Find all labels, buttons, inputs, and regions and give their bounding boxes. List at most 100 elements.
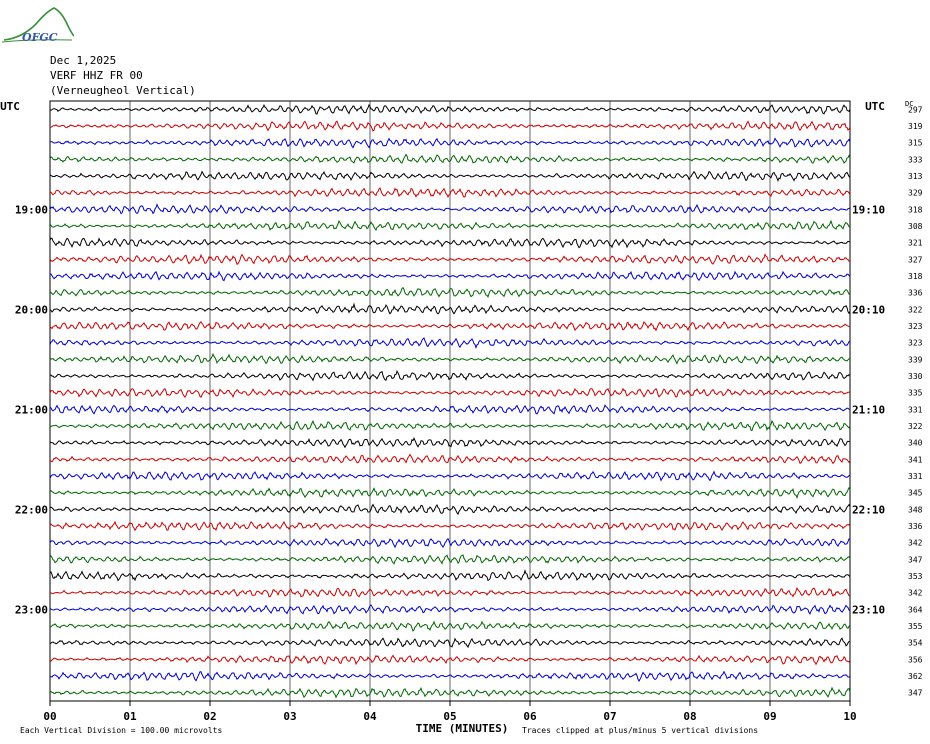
seismic-trace (49, 470, 851, 482)
dc-offset-label: 313 (908, 172, 923, 181)
dc-offset-label: 339 (908, 355, 923, 364)
left-hour-label: 20:00 (15, 303, 48, 316)
left-hour-label: 23:00 (15, 603, 48, 616)
dc-offset-label: 331 (908, 472, 923, 481)
x-tick-label: 10 (843, 710, 856, 723)
left-hour-label: 21:00 (15, 403, 48, 416)
seismic-trace (49, 587, 851, 598)
seismic-trace (49, 387, 851, 399)
seismic-trace (49, 604, 851, 615)
dc-header-label: DC (905, 100, 913, 108)
right-hour-label: 19:10 (852, 203, 885, 216)
dc-offset-label: 318 (908, 272, 923, 281)
left-hour-label: 22:00 (15, 503, 48, 516)
dc-offset-label: 347 (908, 689, 923, 698)
x-tick-label: 02 (203, 710, 216, 723)
x-tick-label: 06 (523, 710, 537, 723)
seismic-trace (49, 337, 851, 350)
seismic-trace (49, 137, 851, 149)
ofgc-logo: OFGC (1, 4, 75, 46)
x-tick-label: 08 (683, 710, 696, 723)
logo-text: OFGC (22, 31, 58, 44)
seismic-trace (49, 520, 851, 532)
seismic-trace (49, 486, 851, 500)
seismic-trace (49, 637, 851, 649)
dc-offset-label: 336 (908, 522, 923, 531)
seismic-trace (49, 203, 851, 215)
dc-offset-label: 342 (908, 539, 923, 548)
left-hour-label: 19:00 (15, 203, 48, 216)
right-hour-label: 22:10 (852, 503, 885, 516)
dc-offset-label: 308 (908, 222, 923, 231)
seismic-trace (49, 436, 851, 449)
dc-offset-label: 318 (908, 205, 923, 214)
dc-offset-label: 341 (908, 455, 923, 464)
seismic-trace (49, 404, 851, 415)
seismic-trace (49, 370, 851, 382)
x-tick-label: 00 (43, 710, 56, 723)
clip-note: Traces clipped at plus/minus 5 vertical … (522, 726, 758, 735)
dc-offset-label: 329 (908, 189, 923, 198)
right-hour-label: 23:10 (852, 603, 885, 616)
seismic-trace (49, 120, 851, 132)
dc-offset-label: 322 (908, 305, 923, 314)
dc-offset-label: 342 (908, 589, 923, 598)
seismic-trace (49, 170, 851, 183)
seismic-trace (49, 103, 851, 115)
dc-offset-label: 353 (908, 572, 923, 581)
dc-offset-label: 356 (908, 655, 923, 664)
dc-offset-label: 323 (908, 339, 923, 348)
dc-offset-label: 345 (908, 489, 923, 498)
seismic-trace (49, 554, 851, 565)
logo-mountain-icon (1, 7, 75, 43)
dc-offset-label: 327 (908, 255, 923, 264)
seismic-trace (49, 419, 851, 432)
dc-offset-label: 319 (908, 122, 923, 131)
dc-offset-label: 321 (908, 239, 923, 248)
dc-offset-label: 362 (908, 672, 923, 681)
seismic-trace (49, 670, 851, 683)
x-axis-title: TIME (MINUTES) (416, 722, 509, 735)
seismic-trace (49, 569, 851, 582)
seismic-trace (49, 253, 851, 265)
right-utc-label: UTC (865, 100, 885, 113)
dc-offset-label: 348 (908, 505, 923, 514)
seismic-trace (49, 153, 851, 164)
left-utc-label: UTC (0, 100, 20, 113)
right-hour-label: 20:10 (852, 303, 885, 316)
x-tick-label: 01 (123, 710, 137, 723)
scale-note: Each Vertical Division = 100.00 microvol… (20, 726, 222, 735)
seismic-trace (49, 654, 851, 666)
dc-offset-label: 354 (908, 639, 923, 648)
seismic-trace (49, 286, 851, 298)
dc-offset-label: 297 (908, 105, 923, 114)
header-date: Dec 1,2025 (50, 54, 117, 67)
seismic-trace (49, 453, 851, 465)
header-station: VERF HHZ FR 00 (50, 69, 143, 82)
seismic-trace (49, 270, 851, 282)
x-tick-label: 05 (443, 710, 456, 723)
dc-offset-label: 333 (908, 155, 923, 164)
dc-offset-label: 323 (908, 322, 923, 331)
dc-offset-label: 347 (908, 555, 923, 564)
seismic-trace (49, 686, 851, 699)
seismic-trace (49, 302, 851, 315)
seismic-trace (49, 219, 851, 231)
seismic-trace (50, 187, 851, 199)
dc-offset-label: 335 (908, 389, 923, 398)
dc-offset-label: 331 (908, 405, 923, 414)
dc-offset-label: 340 (908, 439, 923, 448)
seismic-trace (49, 352, 851, 365)
dc-offset-label: 315 (908, 139, 923, 148)
header-location: (Verneugheol Vertical) (50, 84, 196, 97)
dc-offset-label: 330 (908, 372, 923, 381)
x-tick-label: 07 (603, 710, 616, 723)
dc-offset-label: 355 (908, 622, 923, 631)
seismic-trace (49, 321, 851, 332)
seismic-trace (49, 620, 851, 632)
dc-offset-label: 322 (908, 422, 923, 431)
seismic-trace (49, 237, 851, 249)
dc-offset-label: 336 (908, 289, 923, 298)
x-tick-label: 09 (763, 710, 776, 723)
